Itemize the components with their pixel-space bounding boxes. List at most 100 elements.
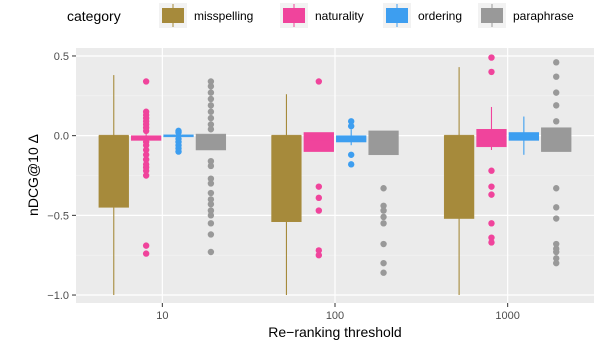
outlier-point [488,191,495,198]
outlier-point [380,220,387,227]
legend-label: ordering [418,9,462,23]
outlier-point [553,255,560,262]
outlier-point [142,242,150,249]
legend-item-ordering: ordering [383,3,462,28]
box-ordering-1000 [508,116,539,155]
outlier-point [553,89,560,96]
outlier-point [380,269,387,276]
box-paraphrase-100 [368,130,399,276]
outlier-point [142,146,150,154]
box-body [368,130,399,156]
outlier-point [553,185,560,192]
outlier-point [207,95,215,103]
box-body [476,129,507,148]
outlier-point [142,172,150,179]
outlier-point [553,259,560,267]
outlier-point [142,127,150,135]
x-tick-label: 1000 [495,310,519,322]
legend-key-box [162,8,184,23]
outlier-point [207,180,215,187]
legend-label: naturality [315,9,364,23]
legend: category misspelling naturality ordering pa… [67,3,574,28]
outlier-point [207,157,215,165]
y-axis-title: nDCG@10 Δ [25,134,41,216]
legend-label: misspelling [194,9,253,23]
outlier-point [553,204,560,211]
box-paraphrase-1000 [541,59,572,267]
outlier-point [315,247,323,254]
outlier-point [488,68,495,76]
box-misspelling-1000 [443,67,475,296]
outlier-point [347,122,355,130]
box-naturality-10 [131,78,162,257]
outlier-point [142,156,150,163]
x-axis-title: Re−ranking threshold [268,324,401,340]
outlier-point [207,108,215,115]
outlier-point [315,251,323,259]
outlier-point [380,213,387,221]
outlier-point [380,240,387,248]
outlier-point [347,118,355,125]
outlier-point [142,167,150,174]
outlier-point [142,142,150,149]
box-misspelling-10 [98,75,129,296]
outlier-point [142,151,150,158]
outlier-point [553,118,560,125]
outlier-point [175,148,182,155]
outlier-point [315,183,323,190]
y-axis: 0.5 0.0 −0.5 −1.0 [47,51,76,302]
box-body [98,135,129,208]
outlier-point [207,200,215,208]
legend-item-paraphrase: paraphrase [478,3,574,28]
outlier-point [142,78,150,85]
outlier-point [488,220,495,227]
box-naturality-100 [303,78,334,259]
outlier-point [553,73,560,80]
outlier-point [207,114,215,122]
outlier-point [380,202,387,209]
outlier-point [380,185,387,192]
outlier-point [207,175,215,182]
y-tick-label: 0.5 [54,51,69,63]
box-body [271,135,302,222]
outlier-point [488,54,495,61]
box-body [303,132,334,152]
legend-key-box [481,8,503,23]
box-body [195,133,227,151]
outlier-point [207,126,215,133]
outlier-point [207,102,215,109]
legend-label: paraphrase [513,9,574,23]
y-tick-label: 0.0 [54,131,69,143]
outlier-point [142,250,150,257]
outlier-point [207,162,215,170]
outlier-point [488,183,495,190]
outlier-point [207,231,215,238]
box-body [443,135,475,219]
outlier-point [207,196,215,203]
outlier-point [488,167,495,174]
outlier-point [380,207,387,214]
outlier-point [207,189,215,197]
outlier-point [207,83,215,90]
box-body [508,132,539,141]
outlier-point [207,212,215,219]
x-tick-label: 10 [156,310,168,322]
outlier-point [315,207,323,214]
outlier-point [207,220,215,227]
outlier-point [347,161,355,168]
legend-key-box [386,8,408,23]
x-axis: 10 100 1000 [156,303,520,322]
gridlines [76,48,594,303]
outlier-point [488,234,495,241]
x-tick-label: 100 [326,310,344,322]
outlier-point [207,78,215,85]
outlier-point [207,207,215,214]
legend-title: category [67,8,121,24]
box-body [541,127,572,152]
outlier-point [553,240,560,248]
outlier-point [207,89,215,96]
box-naturality-1000 [476,54,507,246]
y-tick-label: −0.5 [47,210,69,222]
legend-key-box [283,8,305,23]
box-paraphrase-10 [195,78,227,256]
